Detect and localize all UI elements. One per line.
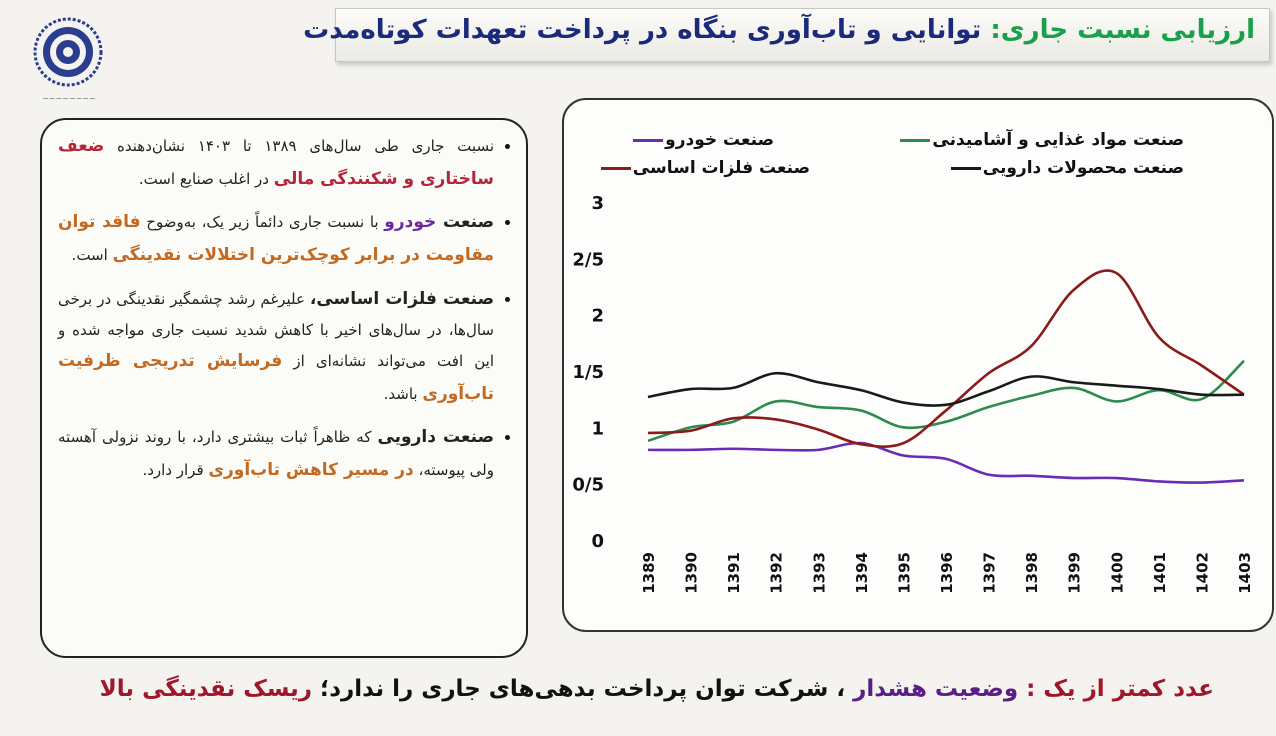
legend-swatch-auto xyxy=(633,138,664,142)
title-rest: توانایی و تاب‌آوری بنگاه در پرداخت تعهدا… xyxy=(303,15,991,45)
x-tick-label: 1400 xyxy=(1108,552,1126,594)
x-tick-label: 1392 xyxy=(768,552,786,594)
y-tick-label: 2 xyxy=(591,306,604,327)
legend-swatch-food xyxy=(900,138,931,142)
y-tick-label: 1 xyxy=(591,418,604,439)
x-tick-label: 1397 xyxy=(981,552,999,594)
series-line-food xyxy=(647,359,1245,443)
y-tick-label: 0 xyxy=(591,531,604,552)
bullet-3: صنعت فلزات اساسی، علیرغم رشد چشمگیر نقدی… xyxy=(58,283,494,412)
legend-swatch-pharma xyxy=(950,166,981,170)
x-tick-label: 1396 xyxy=(938,552,956,594)
chart-panel: صنعت خودرو صنعت مواد غذایی و آشامیدنی صن… xyxy=(562,98,1274,632)
y-tick-label: 3 xyxy=(591,193,604,214)
y-tick-label: 1/5 xyxy=(572,362,604,383)
y-tick-label: 2/5 xyxy=(572,249,604,270)
y-tick-label: 0/5 xyxy=(572,475,604,496)
legend-swatch-metals xyxy=(600,166,631,170)
logo-icon xyxy=(33,17,103,87)
legend-item-metals: صنعت فلزات اساسی xyxy=(600,158,810,178)
bullet-1: نسبت جاری طی سال‌های ۱۳۸۹ تا ۱۴۰۳ نشان‌د… xyxy=(58,130,494,196)
legend-item-auto: صنعت خودرو xyxy=(633,130,774,150)
x-tick-label: 1398 xyxy=(1023,552,1041,594)
x-tick-label: 1399 xyxy=(1066,552,1084,594)
legend-item-food: صنعت مواد غذایی و آشامیدنی xyxy=(900,130,1184,150)
bullet-4: صنعت دارویی که ظاهراً ثبات بیشتری دارد، … xyxy=(58,421,494,487)
series-line-metals xyxy=(647,269,1245,448)
x-tick-label: 1402 xyxy=(1193,552,1211,594)
text-panel: نسبت جاری طی سال‌های ۱۳۸۹ تا ۱۴۰۳ نشان‌د… xyxy=(40,118,528,658)
logo-caption-icon: ~~~~~~~~ xyxy=(42,94,96,103)
x-tick-label: 1401 xyxy=(1151,552,1169,594)
x-tick-label: 1395 xyxy=(895,552,913,594)
footer-note: عدد کمتر از یک : وضعیت هشدار ، شرکت توان… xyxy=(99,676,1214,702)
x-tick-label: 1403 xyxy=(1236,552,1254,594)
legend-item-pharma: صنعت محصولات دارویی xyxy=(950,158,1184,178)
x-tick-label: 1394 xyxy=(853,552,871,594)
line-chart: 0 0/5 1 1/5 2 2/5 3 1389 1390 1391 1392 1393 1394 139… xyxy=(572,193,1254,594)
series-line-pharma xyxy=(647,371,1245,407)
bullet-2: صنعت خودرو با نسبت جاری دائماً زیر یک، ب… xyxy=(58,206,494,272)
x-tick-label: 1391 xyxy=(725,552,743,594)
page-title: ارزیابی نسبت جاری: توانایی و تاب‌آوری بن… xyxy=(303,8,1270,62)
x-tick-label: 1393 xyxy=(810,552,828,594)
title-key: ارزیابی نسبت جاری: xyxy=(990,15,1255,45)
series-line-auto xyxy=(647,441,1245,484)
x-tick-label: 1390 xyxy=(683,552,701,594)
x-tick-label: 1389 xyxy=(640,552,658,594)
